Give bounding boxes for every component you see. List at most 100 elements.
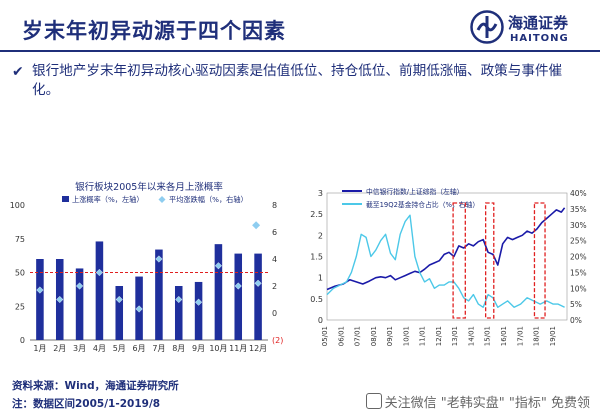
chart1-point [195,298,203,306]
chart2-x-tick-label: 07/01 [354,326,362,346]
chart1-bar [75,268,84,340]
chart1-point [175,295,183,304]
footer-note: 注：数据区间2005/1-2019/8 [12,398,161,410]
chart1-point [115,295,123,304]
chart2-x-tick-label: 19/01 [549,326,557,346]
chart1-bar [95,241,104,340]
chart1-y-right-tick-label: 0 [272,309,277,318]
chart2-x-tick-label: 11/01 [419,326,427,346]
chart1-point [234,282,242,290]
chart1-y-right-tick-label: 6 [272,228,277,237]
chart1-point [95,268,103,277]
logo-english-name: HAITONG [510,33,569,44]
chart2-y-right-tick-label: 15% [570,268,587,277]
chart1-y-left-tick-label: 50 [15,269,25,278]
footer-source: 资料来源：Wind，海通证券研究所 [12,380,179,392]
chart1-legend-swatch-0 [62,196,69,202]
chart2-y-left-tick-label: 0.5 [310,295,323,304]
chart1-y-left-tick-label: 0 [20,336,25,345]
haitong-logo: 海通证券 HAITONG [470,8,595,48]
chart2-x-tick-label: 06/01 [337,326,345,346]
chart1-y-left-tick-label: 75 [15,235,25,244]
watermark: 关注微信 "老韩实盘" "指标" 免费领 [361,391,594,412]
chart2-y-right-tick-label: 30% [570,221,587,230]
chart2-x-tick-label: 13/01 [451,326,459,346]
haitong-logo-icon [470,10,504,44]
bullet-text: 银行地产岁末年初异动核心驱动因素是估值低位、持仓低位、前期低涨幅、政策与事件催化… [32,63,563,98]
chart2-x-tick-label: 18/01 [533,326,541,346]
chart2-highlight-box [484,202,495,319]
chart2-x-tick-label: 14/01 [467,326,475,346]
chart1-x-tick-label: 8月 [172,344,185,353]
chart1-bar [194,281,203,340]
chart2-series-fund-holding-line [326,214,565,308]
chart1-y-right-tick-label: 4 [272,255,277,264]
check-icon: ✔ [12,64,24,80]
chart1-point [36,286,44,294]
chart2-x-tick-label: 09/01 [386,326,394,346]
chart1-y-left-tick-label: 100 [10,201,25,210]
chart1-x-tick-label: 3月 [73,344,86,353]
chart2-x-tick-label: 05/01 [321,326,329,346]
chart2-x-tick-label: 16/01 [500,326,508,346]
chart2-y-left-tick-label: 3 [318,189,323,198]
chart2-x-tick-label: 10/01 [402,326,410,346]
chart1-bar [214,244,223,340]
chart1-x-tick-label: 7月 [152,344,165,353]
chart1-x-tick-label: 6月 [133,344,146,353]
chart1-extra-point [252,221,261,230]
chart1-x-tick-label: 11月 [229,344,247,353]
chart1-y-right-tick-label: 2 [272,282,277,291]
chart2-y-left-tick-label: 1 [318,274,323,283]
chart1-x-tick-label: 9月 [192,344,205,353]
chart1-bar [174,286,183,340]
chart1-x-tick-label: 5月 [113,344,126,353]
chart1-y-right-tick-label: 8 [272,201,277,210]
chart2-x-tick-label: 15/01 [484,326,492,346]
chart2-highlight-box [452,202,466,319]
chart1-legend-label-1: 平均涨跌幅（%，右轴） [169,195,248,204]
chart2-y-left-tick-label: 0 [318,316,323,325]
chart1-bar [36,259,44,340]
chart2-y-right-tick-label: 20% [570,253,587,262]
wechat-icon [365,393,382,409]
chart2-legend-label-0: 中信银行指数/上证综指（左轴） [366,187,463,196]
chart2-y-right-tick-label: 0% [570,316,582,325]
watermark-text: 关注微信 "老韩实盘" "指标" 免费领 [384,396,590,411]
chart1-y-right-tick-label: (2) [272,336,283,345]
chart1-x-tick-label: 2月 [53,344,66,353]
chart1-y-left-tick-label: 25 [15,302,25,311]
chart1-x-tick-label: 1月 [33,344,46,353]
chart1-bar [115,286,124,340]
title-underline [0,50,600,52]
chart1-point [76,282,84,290]
chart1-x-tick-label: 10月 [209,344,227,353]
chart1-point [56,295,64,304]
chart2-y-left-tick-label: 2.5 [310,210,323,219]
chart2-y-left-tick-label: 1.5 [310,253,323,262]
chart1-bar [254,253,262,340]
chart1-legend-label-0: 上涨概率（%，左轴） [72,195,144,204]
chart2-y-left-tick-label: 2 [318,231,323,240]
chart2-series-bank-index-line [326,207,566,291]
chart2-x-tick-label: 08/01 [370,326,378,346]
chart1-point [155,255,163,263]
chart1-x-tick-label: 4月 [93,344,106,353]
chart1-point [135,305,143,313]
chart1-bar [234,253,243,340]
chart2-y-right-tick-label: 10% [570,284,587,293]
chart2-x-tick-label: 12/01 [435,326,443,346]
chart1-x-tick-label: 12月 [249,344,267,353]
chart1-legend-swatch-1 [158,196,166,203]
chart2-legend-label-1: 截至19Q2基金持仓占比（%，右轴） [366,200,479,209]
chart2-y-right-tick-label: 25% [570,237,587,246]
logo-chinese-name: 海通证券 [508,14,569,32]
chart1-title: 银行板块2005年以来各月上涨概率 [75,181,223,193]
chart2-y-right-tick-label: 5% [570,300,582,309]
chart1-bar [155,249,163,340]
chart1-point [214,262,222,270]
chart2-highlight-box [533,202,546,319]
chart2-plot-frame [326,192,568,321]
page-title: 岁末年初异动源于四个因素 [22,18,286,43]
